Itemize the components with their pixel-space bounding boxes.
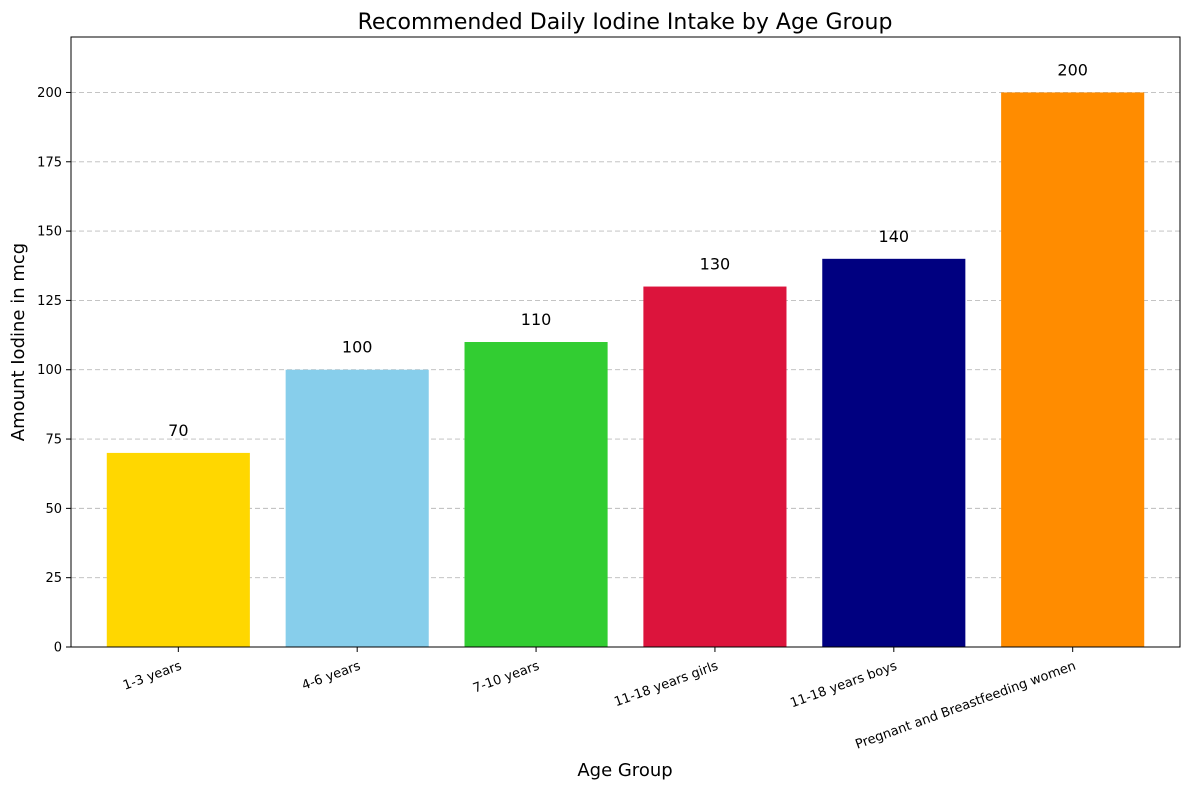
y-axis-label: Amount Iodine in mcg: [8, 243, 29, 441]
y-grid-lines: [71, 92, 1180, 579]
y-tick-label: 50: [45, 502, 62, 517]
x-axis-ticks: 1-3 years 4-6 years 7-10 years 11-18 years …: [121, 647, 1078, 753]
bars: [106, 92, 1145, 648]
bar: [464, 342, 608, 647]
y-tick-label: 0: [54, 641, 62, 656]
bar: [285, 369, 429, 647]
y-tick-label: 75: [45, 433, 62, 448]
bar-value-label: 130: [700, 255, 731, 274]
bar-value-label: 110: [521, 310, 552, 329]
y-tick-label: 150: [37, 225, 62, 240]
bar: [643, 286, 787, 647]
x-tick-label: 7-10 years: [471, 659, 542, 697]
bar-value-label: 70: [168, 421, 188, 440]
bar-value-label: 140: [879, 227, 910, 246]
y-tick-label: 175: [37, 155, 62, 170]
y-tick-label: 125: [37, 294, 62, 309]
bar-value-labels: 70 100 110 130 140 200: [168, 60, 1088, 439]
x-tick-label: 11-18 years boys: [788, 659, 899, 712]
bar: [106, 452, 250, 647]
bar-value-label: 200: [1057, 60, 1088, 79]
y-tick-label: 25: [45, 571, 62, 586]
chart-title: Recommended Daily Iodine Intake by Age G…: [358, 10, 893, 35]
x-tick-label: 11-18 years girls: [612, 659, 720, 711]
bar: [822, 258, 966, 647]
bar: [1001, 92, 1145, 648]
x-axis-label: Age Group: [577, 760, 672, 781]
plot-frame: [70, 36, 1181, 648]
y-tick-label: 100: [37, 363, 62, 378]
y-axis-ticks: 0 25 50 75 100 125 150 175 200: [37, 86, 71, 656]
bar-value-label: 100: [342, 338, 373, 357]
y-tick-label: 200: [37, 86, 62, 101]
x-tick-label: 4-6 years: [300, 659, 363, 694]
x-tick-label: 1-3 years: [121, 659, 184, 694]
